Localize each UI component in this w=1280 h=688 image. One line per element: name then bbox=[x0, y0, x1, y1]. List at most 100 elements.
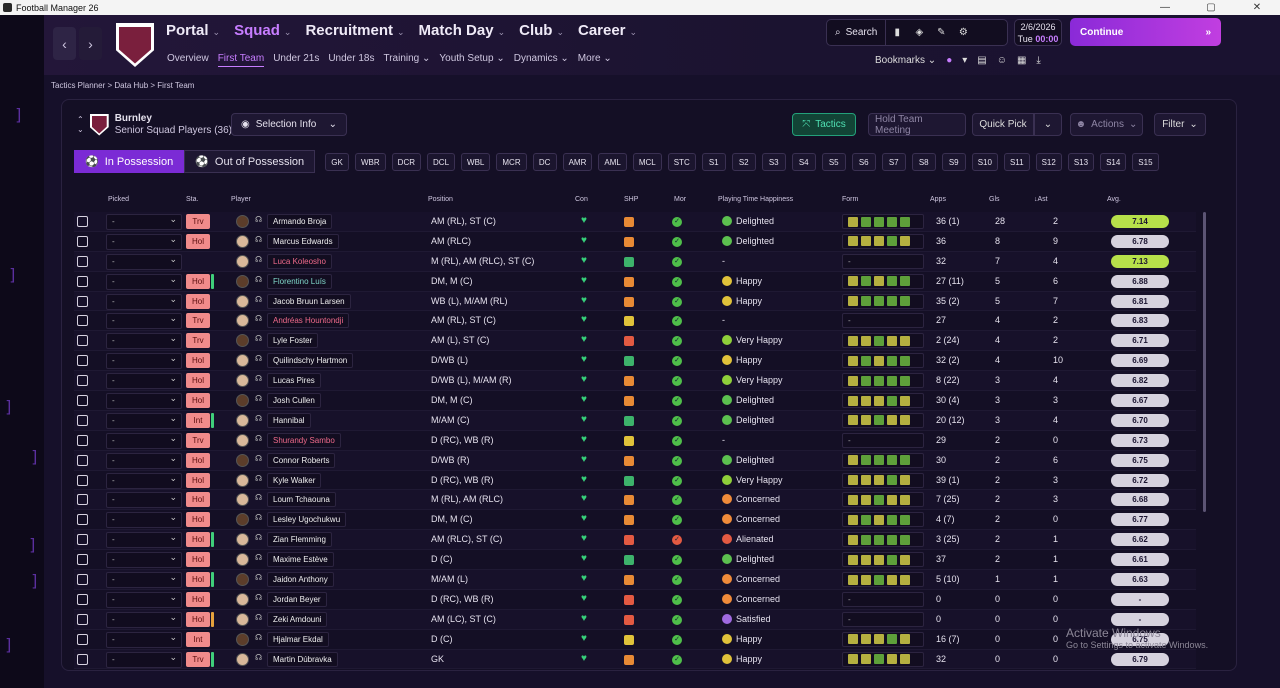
headset-icon[interactable]: ☊ bbox=[255, 294, 263, 304]
position-slot[interactable]: WBL bbox=[461, 153, 491, 171]
col-player[interactable]: Player bbox=[231, 196, 251, 203]
subnav-dynamics[interactable]: Dynamics ⌄ bbox=[513, 53, 569, 64]
headset-icon[interactable]: ☊ bbox=[255, 632, 263, 642]
collapse-toggle[interactable]: ⌃ ⌄ bbox=[77, 114, 84, 134]
row-checkbox[interactable] bbox=[77, 335, 88, 347]
position-slot[interactable]: S8 bbox=[911, 153, 936, 171]
headset-icon[interactable]: ☊ bbox=[255, 652, 263, 662]
subnav-overview[interactable]: Overview bbox=[167, 53, 209, 64]
row-checkbox[interactable] bbox=[77, 216, 88, 227]
picked-dropdown[interactable]: - bbox=[106, 631, 182, 648]
row-checkbox[interactable] bbox=[77, 474, 88, 486]
picked-dropdown[interactable]: - bbox=[106, 552, 182, 569]
subnav-first-team[interactable]: First Team bbox=[217, 53, 265, 67]
table-row[interactable]: -Int ☊ Hjalmar Ekdal D (C) ♥ ✓ Happy 16 (7) 0 0 6.… bbox=[74, 630, 1196, 650]
headset-icon[interactable]: ☊ bbox=[255, 493, 263, 503]
maximize-button[interactable]: ▢ bbox=[1206, 2, 1216, 13]
position-slot[interactable]: MCL bbox=[632, 153, 662, 171]
position-slot[interactable]: S7 bbox=[881, 153, 906, 171]
row-checkbox[interactable] bbox=[77, 434, 88, 446]
shirt-icon[interactable]: ▾ bbox=[962, 55, 968, 66]
table-row[interactable]: -Hol ☊ Lucas Pires D/WB (L), M/AM (R) ♥ ✓ Very… bbox=[74, 371, 1196, 392]
subnav-under-21s[interactable]: Under 21s bbox=[273, 53, 320, 64]
player-name[interactable]: Jacob Bruun Larsen bbox=[267, 293, 351, 309]
table-row[interactable]: - ☊ Luca Koleosho M (RL), AM (RLC), ST (C) ♥… bbox=[74, 251, 1196, 272]
player-name[interactable]: Shurandy Sambo bbox=[267, 432, 341, 448]
player-name[interactable]: Maxime Estève bbox=[267, 552, 334, 568]
nav-recruitment[interactable]: Recruitment ⌄ bbox=[305, 22, 405, 39]
position-slot[interactable]: S12 bbox=[1035, 153, 1062, 171]
row-checkbox[interactable] bbox=[77, 395, 88, 407]
picked-dropdown[interactable]: - bbox=[106, 293, 182, 310]
status-badge[interactable]: Hol bbox=[186, 591, 210, 607]
table-row[interactable]: -Hol ☊ Connor Roberts D/WB (R) ♥ ✓ Delighted 30… bbox=[74, 450, 1196, 471]
table-row[interactable]: -Hol ☊ Marcus Edwards AM (RLC) ♥ ✓ Delighted 36… bbox=[74, 232, 1196, 252]
picked-dropdown[interactable]: - bbox=[106, 313, 182, 330]
player-name[interactable]: Florentino Luís bbox=[267, 273, 332, 289]
subnav-training[interactable]: Training ⌄ bbox=[383, 53, 431, 64]
person-icon[interactable]: ☺ bbox=[996, 55, 1007, 66]
table-row[interactable]: -Hol ☊ Jaidon Anthony M/AM (L) ♥ ✓ Concerned 5 … bbox=[74, 570, 1196, 590]
position-slot[interactable]: WBR bbox=[355, 153, 386, 171]
picked-dropdown[interactable]: - bbox=[106, 611, 182, 628]
picked-dropdown[interactable]: - bbox=[106, 512, 182, 529]
col-pth[interactable]: Playing Time Happiness bbox=[718, 196, 794, 203]
player-name[interactable]: Lucas Pires bbox=[267, 373, 321, 389]
player-name[interactable]: Lesley Ugochukwu bbox=[267, 512, 347, 528]
position-slot[interactable]: AMR bbox=[562, 153, 593, 171]
status-badge[interactable]: Hol bbox=[186, 552, 210, 568]
download-icon[interactable]: ⤓ bbox=[1036, 55, 1041, 66]
position-slot[interactable]: DC bbox=[532, 153, 557, 171]
status-badge[interactable]: Hol bbox=[186, 373, 210, 389]
player-name[interactable]: Kyle Walker bbox=[267, 472, 322, 488]
col-position[interactable]: Position bbox=[428, 196, 453, 203]
position-slot[interactable]: S15 bbox=[1132, 153, 1159, 171]
picked-dropdown[interactable]: - bbox=[106, 373, 182, 390]
status-badge[interactable]: Trv bbox=[186, 651, 210, 667]
pen-icon[interactable]: ✎ bbox=[937, 27, 946, 38]
clipboard-icon[interactable]: ▤ bbox=[977, 55, 987, 66]
continue-button[interactable]: Continue » bbox=[1070, 18, 1221, 46]
position-slot[interactable]: S11 bbox=[1003, 153, 1030, 171]
position-slot[interactable]: S10 bbox=[971, 153, 998, 171]
position-slot[interactable]: S14 bbox=[1100, 153, 1127, 171]
picked-dropdown[interactable]: - bbox=[106, 591, 182, 608]
row-checkbox[interactable] bbox=[77, 534, 88, 546]
col-sta[interactable]: Sta. bbox=[186, 196, 199, 203]
col-gls[interactable]: Gls bbox=[989, 196, 1000, 203]
position-slot[interactable]: GK bbox=[325, 153, 349, 171]
player-name[interactable]: Zian Flemming bbox=[267, 532, 332, 548]
close-button[interactable]: ✕ bbox=[1252, 2, 1262, 13]
back-button[interactable]: ‹ bbox=[53, 27, 76, 60]
picked-dropdown[interactable]: - bbox=[106, 492, 182, 509]
player-name[interactable]: Andréas Hountondji bbox=[267, 313, 350, 329]
picked-dropdown[interactable]: - bbox=[106, 214, 182, 230]
date-display[interactable]: 2/6/2026 Tue 00:00 bbox=[1014, 19, 1062, 46]
row-checkbox[interactable] bbox=[77, 235, 88, 247]
table-scrollbar[interactable] bbox=[1203, 212, 1206, 512]
status-badge[interactable]: Hol bbox=[186, 532, 210, 548]
headset-icon[interactable]: ☊ bbox=[255, 394, 263, 404]
picked-dropdown[interactable]: - bbox=[106, 273, 182, 290]
nav-club[interactable]: Club ⌄ bbox=[519, 22, 564, 39]
subnav-more[interactable]: More ⌄ bbox=[577, 53, 612, 64]
player-name[interactable]: Zeki Amdouni bbox=[267, 611, 328, 627]
calendar-icon[interactable]: ▦ bbox=[1016, 55, 1027, 66]
player-name[interactable]: Quilindschy Hartmon bbox=[267, 353, 354, 369]
player-name[interactable]: Martin Dúbravka bbox=[267, 651, 338, 667]
table-row[interactable]: -Hol ☊ Maxime Estève D (C) ♥ ✓ Delighted 37 2 1 6.… bbox=[74, 550, 1196, 571]
filter-dropdown[interactable]: Filter ⌄ bbox=[1154, 113, 1206, 136]
player-name[interactable]: Armando Broja bbox=[267, 214, 333, 229]
col-con[interactable]: Con bbox=[575, 196, 588, 203]
player-name[interactable]: Jordan Beyer bbox=[267, 591, 327, 607]
breadcrumb[interactable]: Tactics Planner > Data Hub > First Team bbox=[51, 81, 195, 90]
table-row[interactable]: -Hol ☊ Lesley Ugochukwu DM, M (C) ♥ ✓ Concerne… bbox=[74, 510, 1196, 531]
headset-icon[interactable]: ☊ bbox=[255, 354, 263, 364]
headset-icon[interactable]: ☊ bbox=[255, 374, 263, 384]
selection-info-dropdown[interactable]: ◉ Selection Info ⌄ bbox=[231, 113, 347, 136]
position-slot[interactable]: DCL bbox=[427, 153, 456, 171]
position-slot[interactable]: S5 bbox=[821, 153, 846, 171]
status-badge[interactable]: Int bbox=[186, 631, 210, 647]
nav-portal[interactable]: Portal ⌄ bbox=[166, 22, 221, 39]
